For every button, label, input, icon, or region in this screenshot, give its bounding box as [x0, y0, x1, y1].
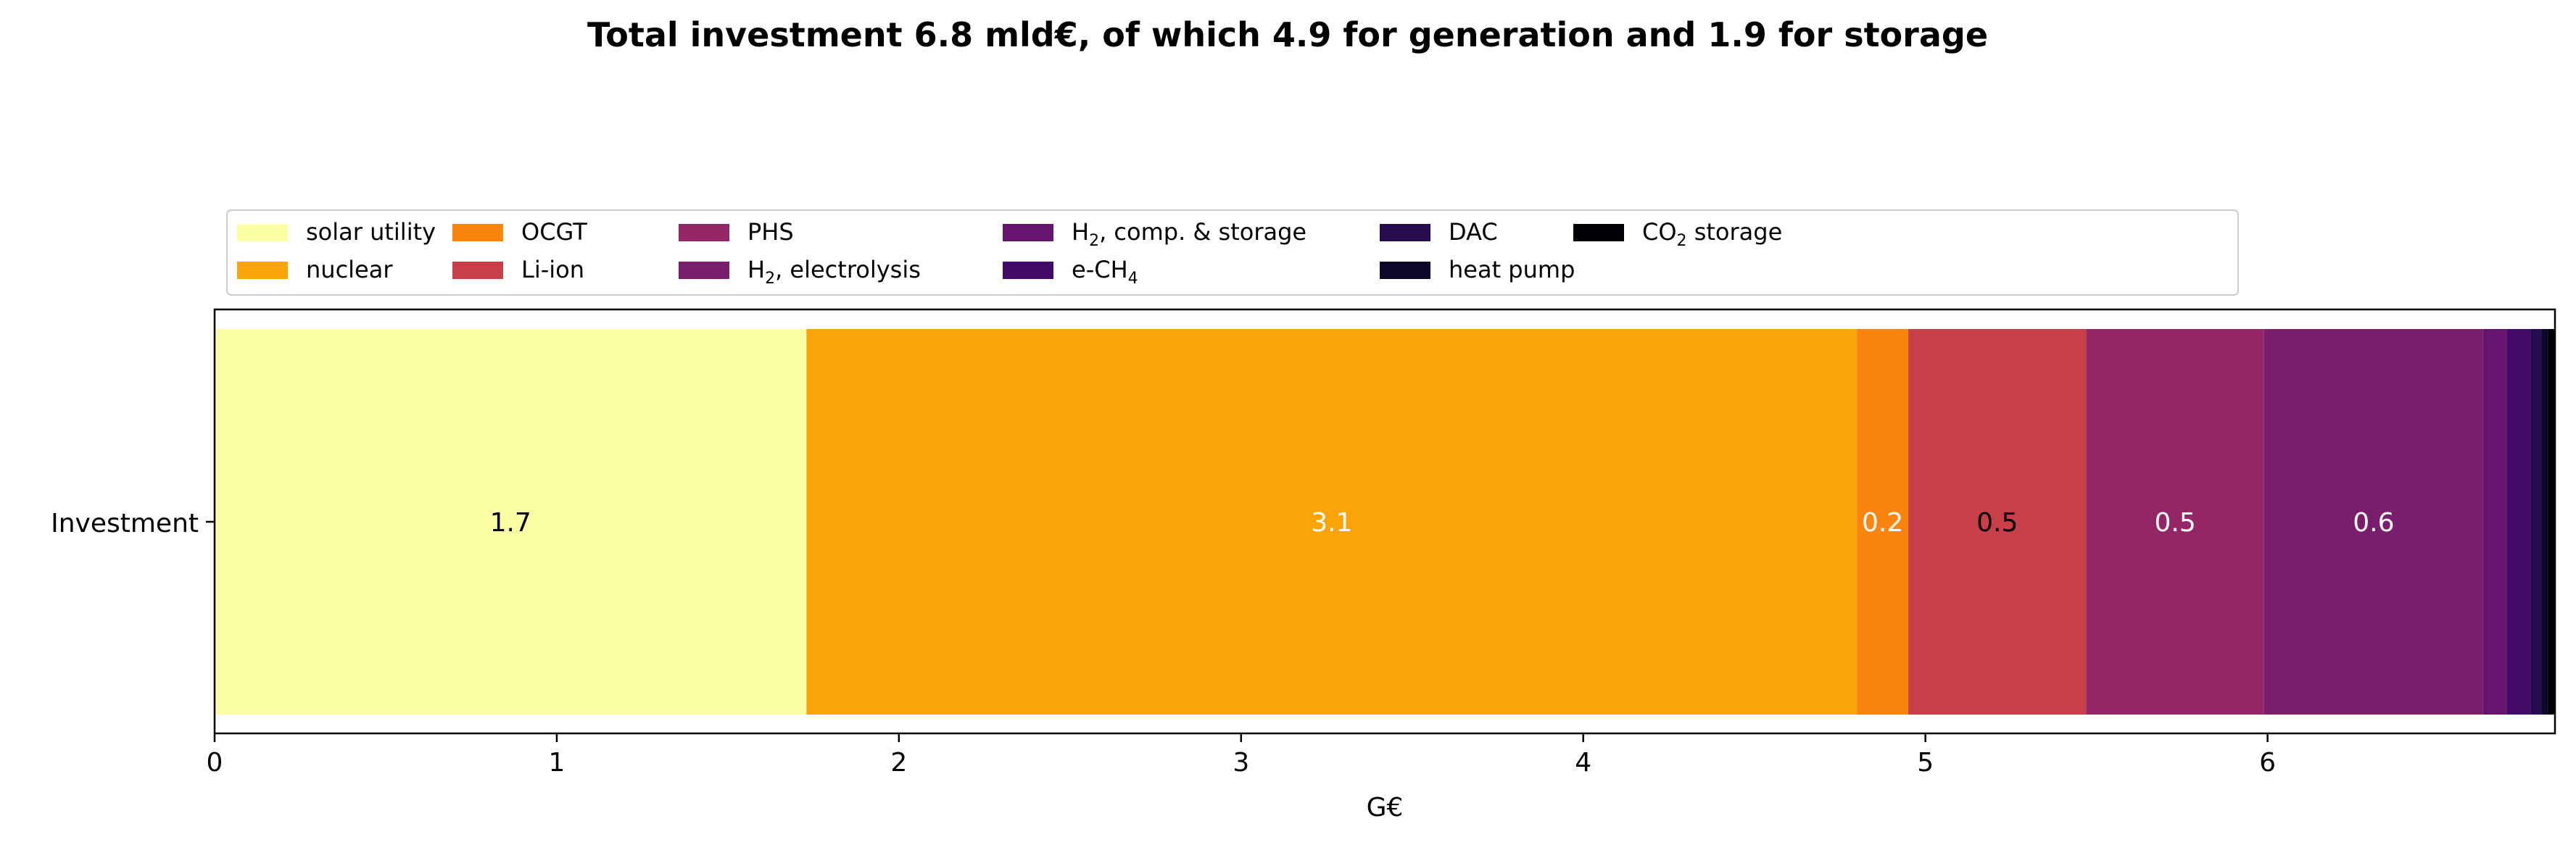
plot-area: 1.7 3.1 0.2 0.5 0.5 0.6	[215, 329, 2555, 715]
x-tick-label-2: 2	[890, 748, 907, 778]
legend-box	[226, 209, 2239, 296]
bar-segment-10	[2541, 329, 2548, 715]
bar-value-label-6: 0.6	[2353, 508, 2394, 538]
legend-label-2: nuclear	[306, 256, 393, 283]
y-tick-label-0: Investment	[51, 509, 199, 538]
bar-segment-6	[2264, 329, 2483, 715]
legend-swatch-1	[237, 224, 288, 241]
legend-label-3: OCGT	[521, 218, 587, 246]
legend-swatch-9	[1380, 224, 1430, 241]
x-tick-label-4: 4	[1575, 748, 1591, 778]
x-axis-label: G€	[1367, 793, 1404, 823]
legend-label-4: Li-ion	[521, 256, 584, 283]
chart-title: Total investment 6.8 mld€, of which 4.9 …	[587, 15, 1988, 54]
bar-segment-8	[2506, 329, 2531, 715]
legend-swatch-8	[1003, 262, 1053, 279]
legend-swatch-3	[452, 224, 503, 241]
legend-swatch-6	[679, 262, 729, 279]
legend-label-5: PHS	[747, 218, 794, 246]
legend-swatch-7	[1003, 224, 1053, 241]
x-tick-label-3: 3	[1233, 748, 1249, 778]
bar-segment-3	[1857, 329, 1909, 715]
x-axis: 0 1 2 3 4 5 6	[207, 733, 2276, 778]
legend-swatch-5	[679, 224, 729, 241]
y-axis: Investment	[51, 509, 215, 538]
bar-value-label-5: 0.5	[2155, 508, 2196, 538]
bar-segment-1	[215, 329, 807, 715]
bar-value-label-3: 0.2	[1862, 508, 1903, 538]
x-tick-label-1: 1	[548, 748, 565, 778]
legend-swatch-4	[452, 262, 503, 279]
legend-label-1: solar utility	[306, 218, 436, 246]
legend-label-8: e-CH4	[1072, 256, 1138, 288]
legend-label-6: H2, electrolysis	[747, 256, 921, 288]
legend-label-7: H2, comp. & storage	[1072, 218, 1306, 250]
bar-value-label-2: 3.1	[1311, 508, 1352, 538]
bar-value-label-1: 1.7	[490, 508, 531, 538]
legend: solar utility nuclear OCGT Li-ion PHS H2, ele…	[226, 209, 2239, 296]
x-tick-label-0: 0	[207, 748, 223, 778]
bar-segment-11	[2548, 329, 2555, 715]
legend-label-11: CO2 storage	[1642, 218, 1782, 250]
bar-segment-4	[1908, 329, 2087, 715]
x-tick-label-6: 6	[2259, 748, 2276, 778]
legend-label-9: DAC	[1449, 218, 1498, 246]
legend-swatch-11	[1573, 224, 1624, 241]
legend-swatch-10	[1380, 262, 1430, 279]
bar-segment-2	[806, 329, 1858, 715]
x-tick-label-5: 5	[1917, 748, 1934, 778]
legend-label-10: heat pump	[1449, 256, 1575, 283]
bar-segment-9	[2530, 329, 2542, 715]
legend-swatch-2	[237, 262, 288, 279]
bar-segment-7	[2482, 329, 2507, 715]
bar-value-label-4: 0.5	[1976, 508, 2018, 538]
bar-segment-5	[2086, 329, 2264, 715]
